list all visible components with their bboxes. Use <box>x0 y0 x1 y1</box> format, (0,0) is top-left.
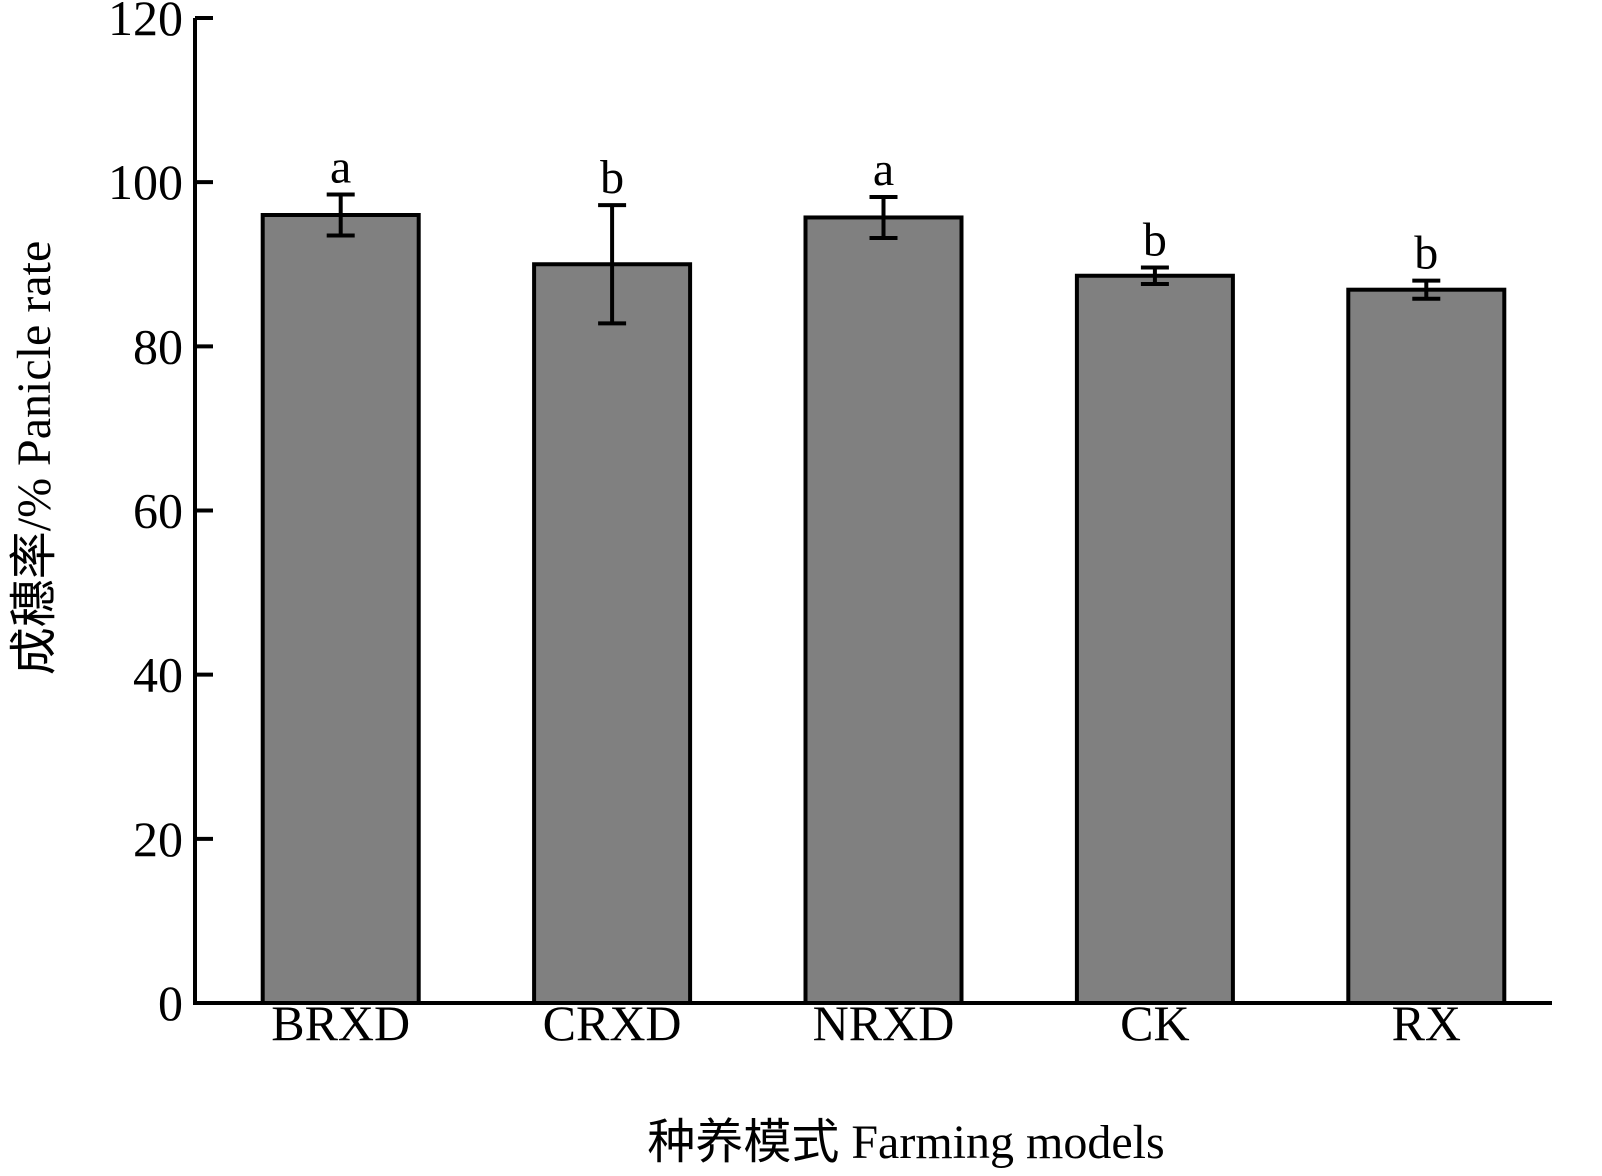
x-axis-title: 种养模式 Farming models <box>647 1116 1164 1169</box>
bar <box>532 262 693 1005</box>
y-tick-label: 100 <box>108 154 183 210</box>
significance-label: b <box>600 151 624 204</box>
x-category-label: NRXD <box>813 995 955 1051</box>
significance-labels-group: a b a b b <box>330 140 1438 279</box>
x-category-label: BRXD <box>271 995 410 1051</box>
x-category-label: CRXD <box>543 995 682 1051</box>
bar <box>1346 287 1507 1005</box>
y-tick-label: 0 <box>158 975 183 1031</box>
y-tick-label: 80 <box>133 318 183 374</box>
significance-label: a <box>330 140 351 193</box>
bar <box>803 215 964 1005</box>
y-tick-label: 40 <box>133 647 183 703</box>
bar <box>1074 273 1235 1006</box>
y-tick-label: 20 <box>133 811 183 867</box>
significance-label: b <box>1143 214 1167 267</box>
y-axis-title: 成穗率/% Panicle rate <box>8 241 61 676</box>
y-tick-label: 120 <box>108 0 183 46</box>
bar <box>260 213 421 1005</box>
error-bars-group <box>326 192 1441 326</box>
bars-group <box>260 213 1507 1006</box>
x-category-label: CK <box>1120 995 1189 1051</box>
significance-label: b <box>1414 227 1438 280</box>
y-ticks-group: 0 20 40 60 80 100 120 <box>108 0 213 1031</box>
y-tick-label: 60 <box>133 483 183 539</box>
significance-label: a <box>873 143 894 196</box>
x-category-label: RX <box>1392 995 1461 1051</box>
x-category-labels-group: BRXD CRXD NRXD CK RX <box>271 995 1461 1051</box>
